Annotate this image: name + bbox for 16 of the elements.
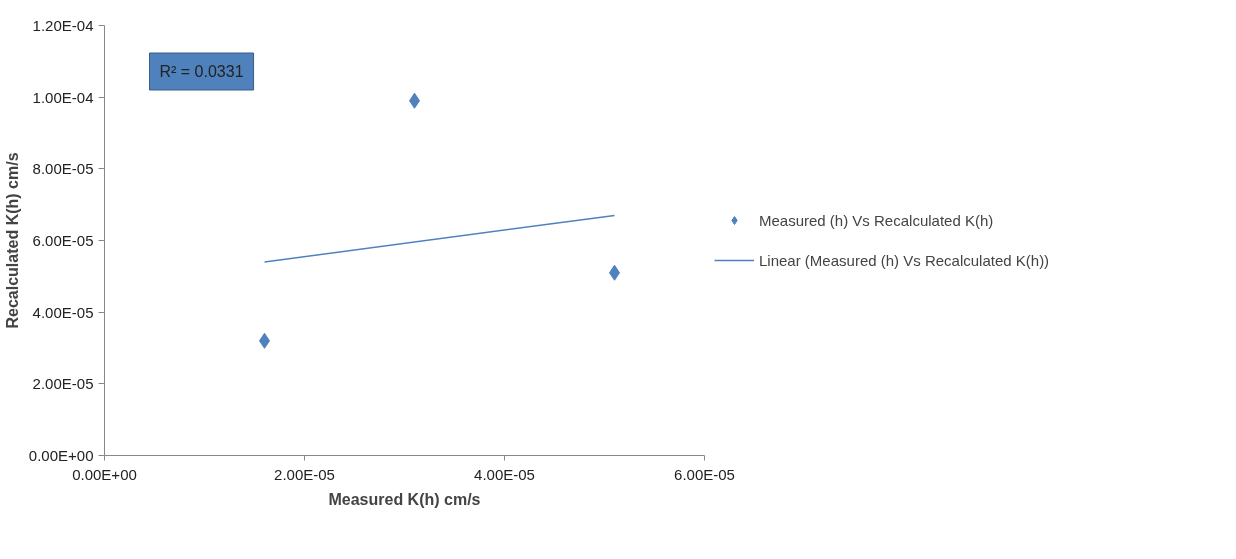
y-tick-label: 0.00E+00	[28, 447, 94, 464]
y-axis-title: Recalculated K(h) cm/s	[3, 152, 21, 329]
x-tick-label: 6.00E-05	[674, 465, 735, 483]
y-tick-label: 1.00E-04	[32, 88, 94, 106]
x-axis-title: Measured K(h) cm/s	[328, 490, 481, 508]
legend-label: Linear (Measured (h) Vs Recalculated K(h))	[759, 251, 1050, 269]
x-tick-label: 0.00E+00	[72, 465, 137, 483]
y-tick-label: 1.20E-04	[32, 17, 94, 34]
annotation: R² = 0.0331	[159, 63, 244, 80]
x-tick-label: 2.00E-05	[274, 465, 335, 483]
y-tick-label: 4.00E-05	[32, 303, 94, 321]
y-tick-label: 2.00E-05	[32, 375, 94, 393]
y-tick-label: 8.00E-05	[32, 160, 94, 178]
x-tick-label: 4.00E-05	[474, 465, 535, 483]
y-tick-label: 6.00E-05	[32, 232, 94, 249]
legend-label: Measured (h) Vs Recalculated K(h)	[759, 211, 994, 229]
